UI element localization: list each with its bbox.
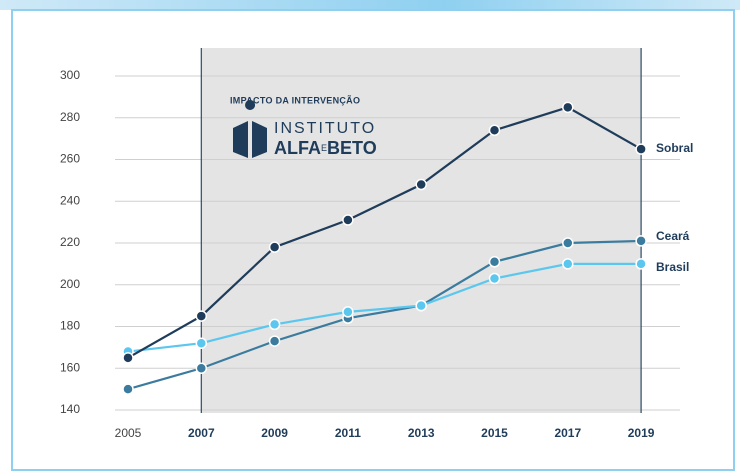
top-band: [0, 0, 740, 10]
series-line: [127, 106, 642, 359]
logo-icon: [233, 100, 267, 158]
y-tick-label: 300: [60, 68, 80, 82]
point: [268, 335, 281, 347]
point: [268, 318, 281, 331]
point: [415, 178, 427, 191]
logo-part: E: [321, 143, 327, 153]
series-label: Sobral: [656, 141, 693, 155]
x-tick-label: 2017: [554, 426, 581, 440]
point: [488, 124, 501, 137]
point: [635, 235, 647, 247]
logo-part: BETO: [327, 138, 377, 158]
y-tick-label: 260: [60, 152, 80, 166]
x-tick-label: 2019: [628, 426, 655, 440]
point: [415, 299, 427, 312]
point: [488, 272, 501, 285]
point: [342, 306, 354, 318]
x-tick-label: 2013: [408, 426, 435, 440]
x-tick-label: 2007: [188, 426, 215, 440]
point: [562, 237, 574, 249]
point: [122, 383, 134, 395]
x-tick-label: 2009: [261, 426, 288, 440]
point: [268, 241, 281, 253]
y-tick-label: 160: [60, 360, 80, 374]
y-tick-label: 280: [60, 110, 80, 124]
point: [562, 258, 574, 270]
y-tick-label: 220: [60, 235, 80, 249]
point: [195, 337, 208, 349]
logo-line1: INSTITUTO: [274, 120, 376, 137]
point: [195, 310, 208, 322]
point: [195, 362, 208, 374]
plot: 140 160 180 200 220 240 260 280 300 2005 2007 2009 2…: [60, 48, 693, 440]
y-tick-label: 200: [60, 277, 80, 291]
x-tick-label: 2011: [335, 426, 361, 440]
series-label: Ceará: [656, 229, 690, 243]
series-line: [127, 239, 642, 391]
logo-line2: ALFAEBETO: [274, 138, 377, 158]
point: [488, 256, 501, 268]
annotation: IMPACTO DA INTERVENÇÃO: [230, 95, 360, 105]
point: [635, 258, 647, 270]
x-tick-label: 2015: [481, 426, 508, 440]
y-tick-label: 240: [60, 193, 80, 207]
point: [635, 143, 647, 155]
logo-part: ALFA: [274, 138, 321, 158]
point: [342, 214, 354, 226]
point: [122, 352, 134, 364]
x-tick-label: 2005: [115, 426, 142, 440]
series-label: Brasil: [656, 260, 689, 274]
point: [562, 101, 574, 114]
series-line: [127, 262, 642, 353]
y-tick-label: 140: [60, 402, 80, 416]
y-tick-label: 180: [60, 319, 80, 333]
